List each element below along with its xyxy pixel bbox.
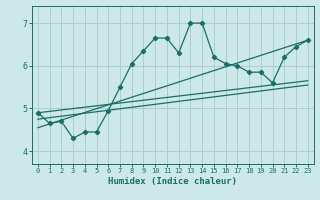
X-axis label: Humidex (Indice chaleur): Humidex (Indice chaleur) bbox=[108, 177, 237, 186]
